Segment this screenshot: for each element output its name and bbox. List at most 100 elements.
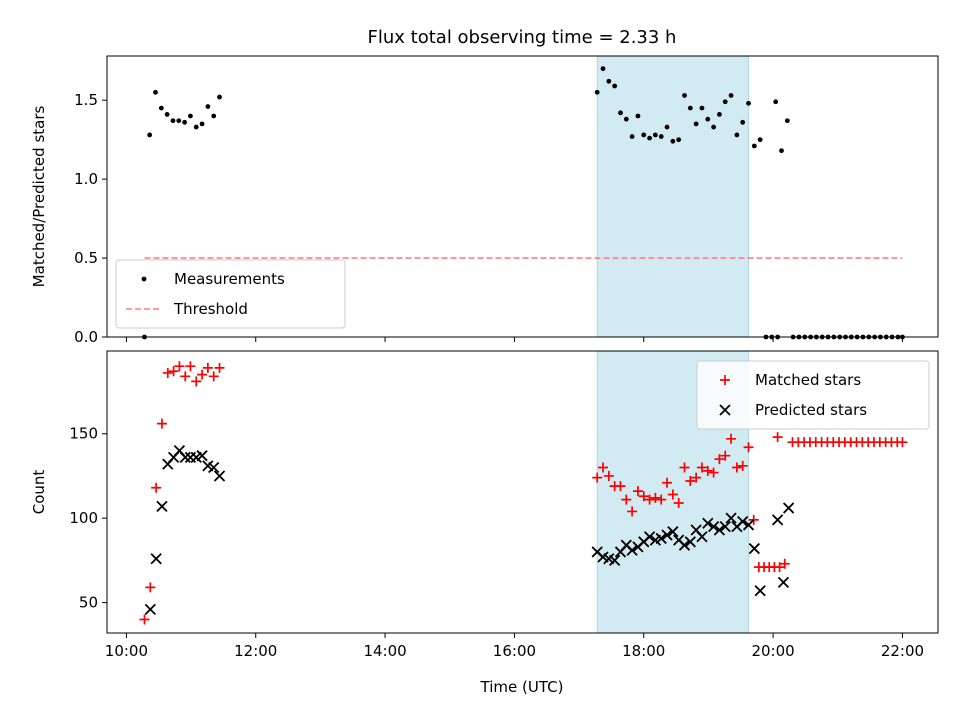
measurement-point	[717, 112, 722, 117]
predicted-star-point	[702, 517, 714, 529]
axes-frame	[106, 55, 939, 338]
predicted-star-point	[748, 542, 760, 555]
legend-label: Matched stars	[755, 371, 861, 389]
predicted-star-point	[742, 519, 755, 531]
measurement-point	[153, 89, 158, 95]
ratio-panel: 0.0 0.5 1.0 1.5 Matched/Predicted stars Measu…	[30, 55, 939, 346]
matched-star-point	[702, 465, 713, 476]
predicted-star-point	[144, 603, 156, 615]
matched-star-point	[774, 562, 785, 573]
measurement-point	[199, 121, 205, 127]
measurement-point	[773, 99, 779, 105]
measurement-point	[193, 124, 199, 130]
x-tick-label: 10:00	[105, 642, 148, 660]
predicted-star-point	[713, 524, 726, 536]
predicted-star-point	[655, 532, 667, 545]
measurement-point	[635, 113, 641, 119]
measurement-point	[705, 116, 711, 122]
measurement-point	[652, 132, 658, 138]
measurement-point	[779, 148, 784, 154]
x-tick-label: 14:00	[363, 642, 406, 660]
matched-star-point	[615, 481, 626, 492]
matched-star-point	[208, 371, 219, 382]
legend-label: Threshold	[173, 300, 248, 318]
measurement-point	[211, 113, 217, 119]
x-tick-label: 18:00	[622, 642, 665, 660]
matched-star-point	[667, 489, 678, 500]
x-axis-label: Time (UTC)	[480, 678, 564, 696]
predicted-star-point	[661, 529, 673, 541]
measurement-point	[641, 132, 647, 138]
measurement-point	[722, 99, 728, 105]
measurement-point	[647, 135, 652, 141]
measurement-point	[670, 138, 676, 144]
measurement-point	[751, 143, 757, 149]
predicted-star-point	[725, 512, 737, 524]
measurement-point	[746, 100, 751, 106]
x-tick-label: 12:00	[234, 642, 277, 660]
measurement-point	[606, 78, 612, 84]
measurement-point	[147, 132, 153, 138]
matched-star-point	[656, 494, 667, 505]
x-tick-label: 16:00	[493, 642, 536, 660]
matched-star-point	[743, 442, 754, 453]
measurement-point	[687, 105, 693, 111]
matched-star-point	[685, 476, 696, 487]
predicted-star-point	[707, 520, 720, 533]
predicted-star-point	[626, 544, 638, 556]
measurement-point	[784, 118, 790, 124]
matched-star-point	[720, 450, 731, 461]
measurement-point	[728, 93, 734, 98]
predicted-star-point	[754, 585, 766, 597]
measurement-point	[188, 113, 193, 119]
matched-star-point	[650, 492, 661, 503]
highlight-span	[596, 55, 750, 338]
measurement-point	[600, 66, 606, 72]
legend-box	[115, 259, 346, 329]
predicted-star-point	[196, 450, 208, 462]
legend-measurement-swatch	[141, 276, 147, 282]
matched-star-point	[696, 462, 707, 473]
matched-star-point	[603, 470, 614, 481]
measurement-point	[658, 134, 664, 139]
legend-label: Predicted stars	[755, 401, 867, 419]
x-tick-label: 20:00	[751, 642, 794, 660]
matched-star-point	[185, 361, 196, 372]
predicted-star-point	[150, 553, 162, 565]
matched-star-point	[679, 462, 690, 473]
matched-star-point	[691, 472, 702, 483]
matched-star-point	[145, 582, 156, 593]
matched-star-point	[174, 361, 185, 372]
matched-star-point	[673, 497, 684, 508]
matched-star-point	[151, 482, 162, 493]
predicted-star-point	[771, 514, 784, 526]
measurement-point	[629, 134, 635, 139]
measurement-point	[682, 93, 687, 98]
measurement-point	[618, 110, 623, 116]
predicted-star-point	[643, 531, 656, 543]
predicted-star-point	[667, 526, 679, 538]
matched-star-point	[748, 514, 759, 525]
count-panel: 50 100 150 10:00 12:00 14:00 16:00 18:00 20:00 22…	[30, 350, 939, 660]
y-tick-label: 1.5	[74, 91, 98, 109]
measurement-point	[217, 94, 222, 100]
matched-star-point	[726, 433, 737, 444]
measurement-point	[699, 105, 705, 111]
predicted-star-point	[737, 515, 749, 528]
y-tick-label: 100	[69, 509, 98, 527]
matched-star-point	[180, 371, 191, 382]
y-tick-label: 1.0	[74, 170, 98, 188]
legend-label: Measurements	[174, 270, 285, 288]
predicted-star-point	[678, 539, 691, 551]
measurement-point	[623, 116, 629, 122]
measurement-point	[158, 105, 164, 111]
matched-star-point	[638, 491, 649, 502]
legend-matched-swatch	[720, 375, 730, 385]
y-axis-label: Count	[30, 470, 48, 515]
chart-title: Flux total observing time = 2.33 h	[368, 27, 677, 48]
matched-star-point	[632, 486, 643, 497]
measurement-point	[734, 132, 740, 138]
matched-star-point	[168, 366, 179, 377]
predicted-star-point	[179, 451, 191, 464]
